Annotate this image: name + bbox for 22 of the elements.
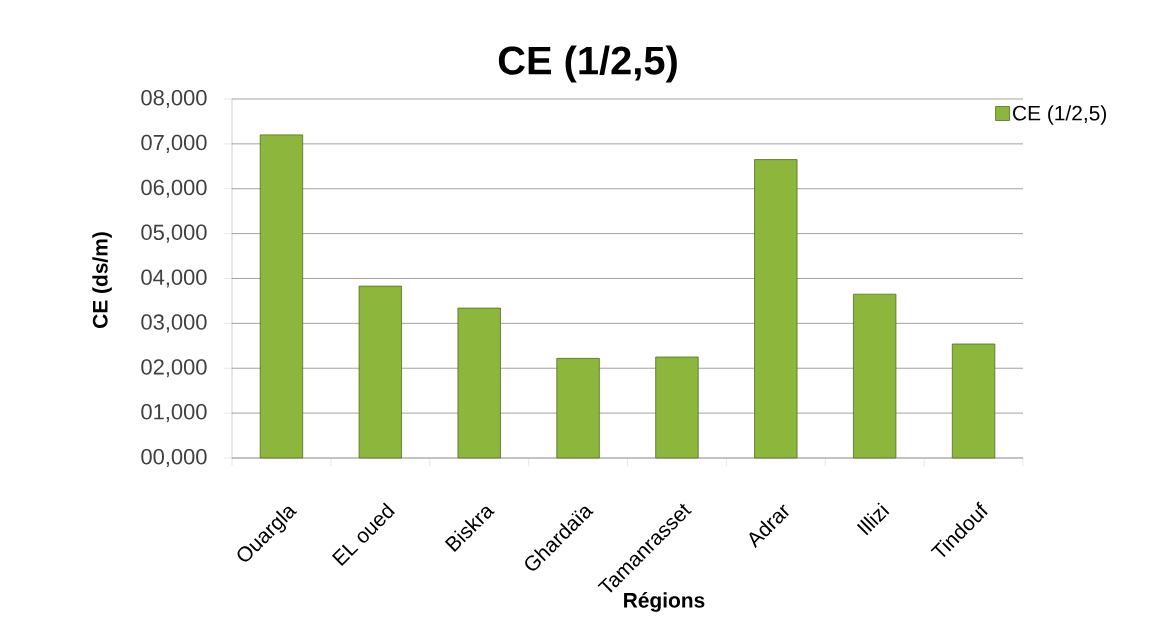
legend-label: CE (1/2,5) — [1013, 105, 1106, 125]
bar — [259, 134, 304, 459]
bar — [655, 356, 699, 459]
y-tick-label: 07,000 — [141, 134, 207, 153]
chart-title: CE (1/2,5) — [498, 45, 677, 83]
y-tick-label: 05,000 — [141, 224, 207, 243]
bar — [754, 159, 798, 459]
y-tick-label: 08,000 — [141, 89, 207, 109]
bar — [853, 293, 897, 459]
bar — [358, 285, 402, 459]
y-tick-label: 01,000 — [141, 404, 207, 423]
bar — [457, 307, 501, 459]
y-tick-label: 00,000 — [141, 448, 207, 468]
x-tick-label: Illizi — [856, 502, 890, 536]
bar — [951, 343, 996, 459]
bar — [556, 357, 600, 459]
y-tick-label: 06,000 — [141, 179, 207, 198]
y-tick-label: 02,000 — [141, 359, 207, 378]
y-tick-label: 03,000 — [141, 314, 207, 333]
y-tick-label: 04,000 — [141, 269, 207, 288]
x-axis-title: Régions — [624, 592, 705, 612]
y-axis-title: CE (ds/m) — [92, 232, 112, 328]
